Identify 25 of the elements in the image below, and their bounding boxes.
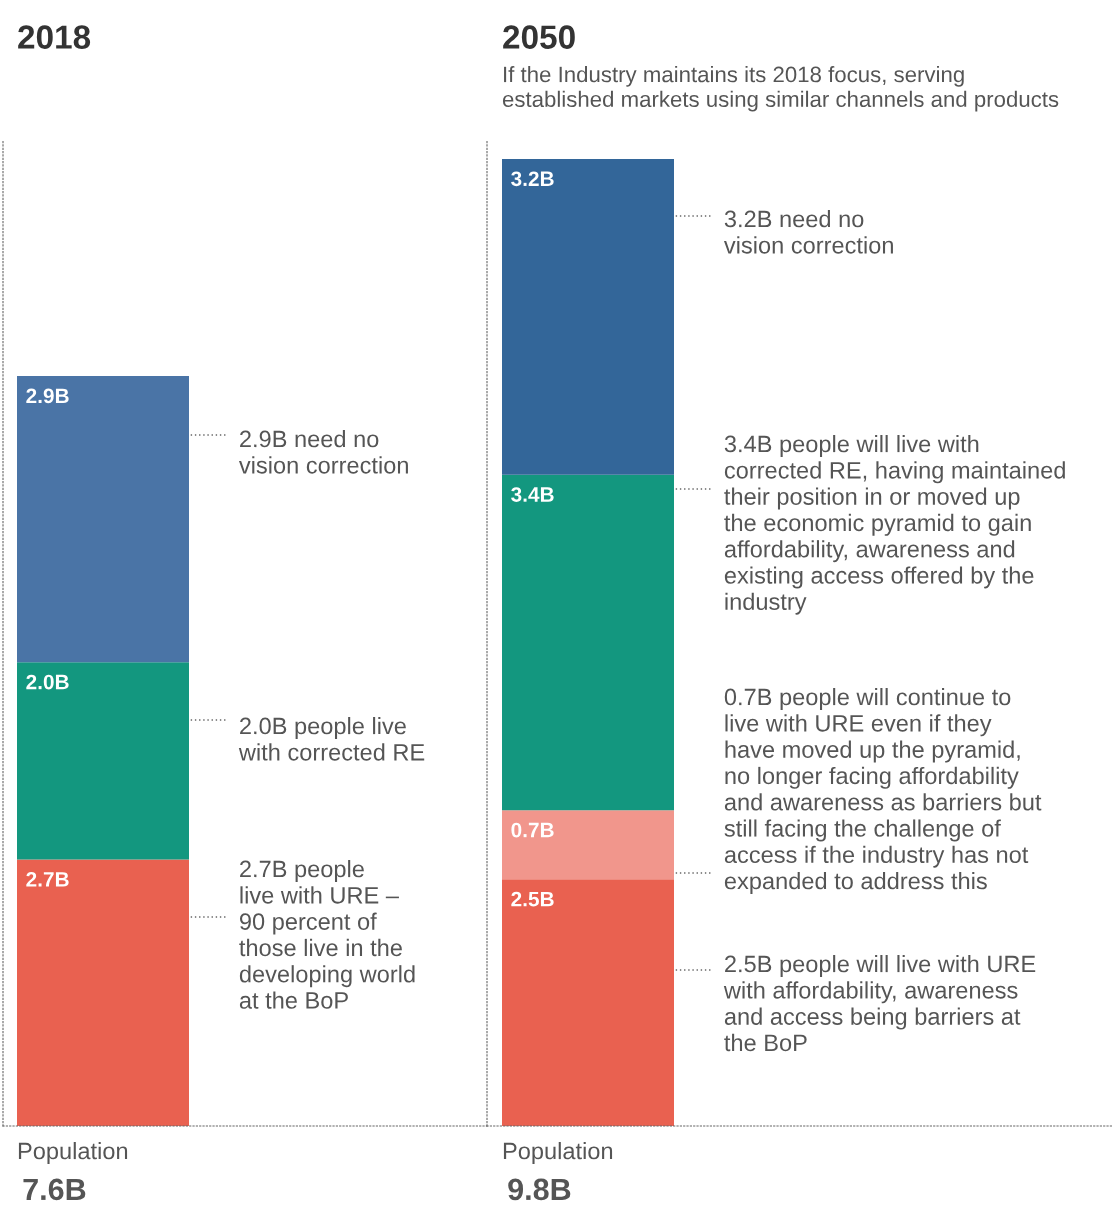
text: 3.4B people will live with corrected RE, having maintained their position in or moved up the economic pyramid to gain affordability, awareness and existing access offered by the industry: [724, 435, 1065, 615]
bar: [502, 474, 674, 811]
text: 3.2B need no vision correction: [723, 210, 893, 254]
data-label: 3.4B: [511, 487, 554, 502]
bar: [502, 159, 674, 475]
data-label: 2.5B: [511, 891, 554, 907]
bar: [502, 810, 674, 880]
x-axis-title: Population: [503, 1141, 613, 1165]
data-label: 3.2B: [511, 171, 554, 187]
chart-title: 2050: [503, 25, 575, 49]
total-label: 9.8B: [508, 1178, 571, 1201]
text: 2.5B people will live with URE with affordability, awareness and access being barriers at the BoP: [723, 955, 1036, 1052]
text: 2.9B need no vision correction: [238, 430, 408, 474]
text: If the Industry maintains its 2018 focus, serving established markets using similar channels and products: [502, 66, 1059, 112]
data-label: 2.7B: [26, 871, 69, 887]
total-label: 7.6B: [23, 1178, 86, 1201]
data-label: 2.0B: [26, 674, 69, 690]
data-label: 2.9B: [26, 388, 69, 404]
data-label: 0.7B: [511, 822, 554, 838]
x-axis-title: Population: [18, 1141, 128, 1165]
bar: [502, 879, 674, 1126]
text: 2.7B people live with URE – 90 percent of those live in the developing world at the BoP: [239, 860, 415, 1009]
chart-title: 2018: [18, 25, 91, 49]
text: 0.7B people will continue to live with URE even if they have moved up the pyramid, no longer facing affordability and awareness as barriers but still facing the challenge of access if the industry has not expanded to address this: [724, 688, 1042, 895]
text: 2.0B people live with corrected RE: [238, 717, 425, 761]
